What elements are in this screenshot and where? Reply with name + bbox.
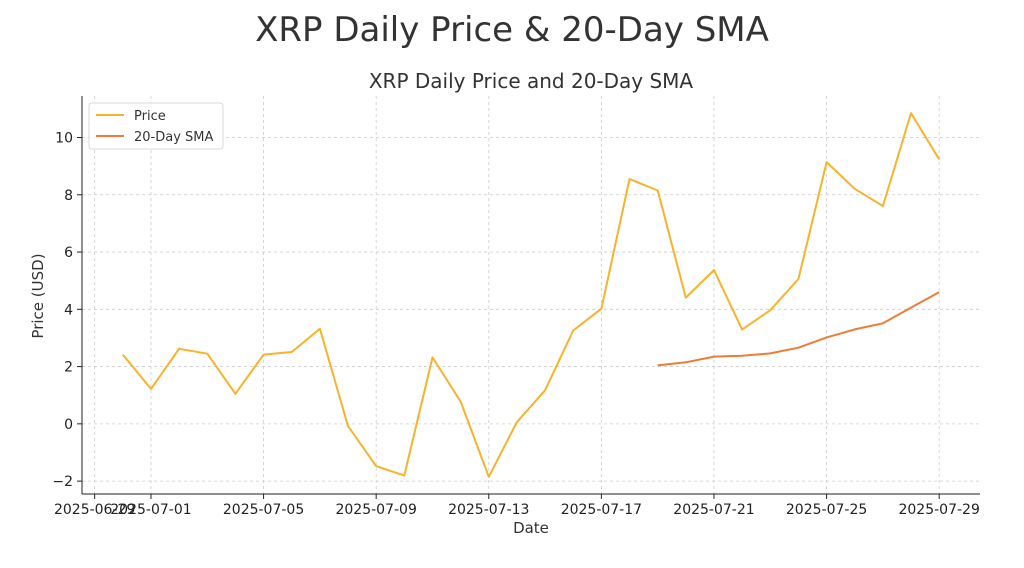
x-tick-label: 2025-07-01 xyxy=(110,502,191,518)
x-tick-label: 2025-07-21 xyxy=(673,502,754,518)
x-tick-label: 2025-07-05 xyxy=(223,502,304,518)
series-layer xyxy=(122,112,941,478)
y-tick-label: 6 xyxy=(64,245,73,261)
grid xyxy=(82,96,980,494)
plot-title: XRP Daily Price and 20-Day SMA xyxy=(369,69,694,93)
legend: Price 20-Day SMA xyxy=(88,102,224,150)
x-tick-label: 2025-07-09 xyxy=(335,502,416,518)
x-tick-label: 2025-07-29 xyxy=(898,502,979,518)
series-line-price xyxy=(122,112,941,478)
series-line-sma xyxy=(657,291,940,367)
y-tick-label: 8 xyxy=(64,188,73,204)
y-axis-title: Price (USD) xyxy=(29,253,47,338)
x-tick-label: 2025-07-25 xyxy=(786,502,867,518)
x-tick-label: 2025-07-13 xyxy=(448,502,529,518)
y-tick-label: 10 xyxy=(55,131,73,147)
y-tick-label: −2 xyxy=(52,474,73,490)
axes xyxy=(81,96,980,495)
y-axis-ticks: −2 0 2 4 6 8 10 xyxy=(52,131,82,490)
y-tick-label: 2 xyxy=(64,360,73,376)
legend-label: Price xyxy=(134,109,166,124)
x-axis-title: Date xyxy=(513,519,549,537)
x-tick-label: 2025-06-29 xyxy=(54,502,135,518)
y-tick-label: 0 xyxy=(64,417,73,433)
legend-label: 20-Day SMA xyxy=(134,130,214,145)
x-tick-label: 2025-07-17 xyxy=(561,502,642,518)
figure-title: XRP Daily Price & 20-Day SMA xyxy=(255,10,769,50)
y-tick-label: 4 xyxy=(64,302,73,318)
